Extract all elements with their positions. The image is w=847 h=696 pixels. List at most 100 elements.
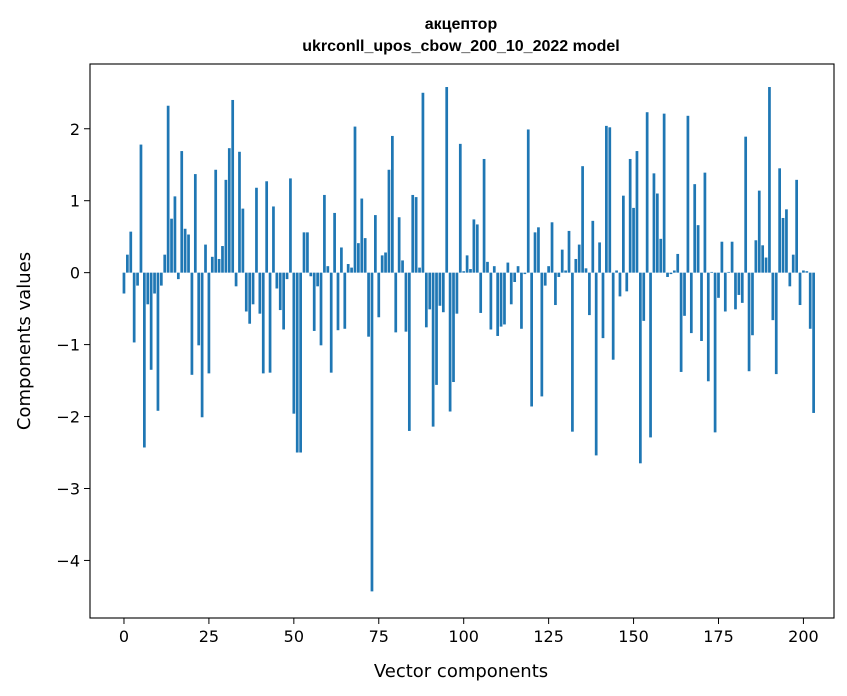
bar xyxy=(431,272,435,427)
bar xyxy=(421,92,425,273)
bar xyxy=(207,272,211,374)
bar xyxy=(163,254,167,273)
bar xyxy=(747,272,751,372)
bar xyxy=(217,258,221,273)
bar xyxy=(424,272,428,328)
bar xyxy=(370,272,374,592)
bar xyxy=(326,266,330,273)
bar xyxy=(577,244,581,273)
bar xyxy=(377,272,381,318)
bar xyxy=(156,272,160,411)
bar xyxy=(149,272,153,370)
bar xyxy=(435,272,438,385)
bar xyxy=(380,255,384,273)
bar xyxy=(608,127,612,273)
bar xyxy=(557,272,561,277)
bar xyxy=(143,272,146,448)
bar xyxy=(795,179,798,273)
y-tick-label: −4 xyxy=(56,551,80,570)
bar xyxy=(639,272,642,464)
bar xyxy=(316,272,319,287)
x-tick-label: 100 xyxy=(448,627,479,646)
bar xyxy=(710,271,714,273)
bar xyxy=(126,254,129,273)
bar xyxy=(204,244,207,273)
bar xyxy=(547,266,550,273)
bar xyxy=(227,148,231,273)
bar xyxy=(802,270,805,273)
bar xyxy=(462,271,466,273)
bar xyxy=(268,272,272,373)
bar xyxy=(251,272,255,305)
bar xyxy=(516,266,520,273)
bar xyxy=(401,260,404,273)
x-tick-label: 125 xyxy=(533,627,564,646)
bar xyxy=(778,168,781,273)
bar xyxy=(530,272,533,407)
bar xyxy=(340,247,343,273)
bar xyxy=(238,151,241,273)
bar xyxy=(632,207,635,273)
bar xyxy=(295,272,299,453)
bar xyxy=(523,272,527,275)
bar xyxy=(785,209,788,273)
bar xyxy=(122,272,126,294)
bar xyxy=(615,270,618,273)
bar xyxy=(357,243,360,273)
bar xyxy=(193,174,197,273)
bar xyxy=(302,232,306,273)
y-axis: −4 −3 −2 −1 0 1 2 xyxy=(56,120,90,570)
bar xyxy=(649,272,652,438)
bar xyxy=(676,253,680,273)
bar xyxy=(241,208,245,273)
bar xyxy=(275,272,279,289)
bar xyxy=(717,272,720,298)
bar xyxy=(720,241,724,273)
bar xyxy=(526,129,530,273)
bar xyxy=(805,271,809,273)
bar xyxy=(700,272,703,341)
bar xyxy=(581,166,584,273)
bar xyxy=(496,272,500,336)
bar xyxy=(407,272,411,431)
bar xyxy=(761,245,765,273)
y-tick-label: −1 xyxy=(56,336,80,355)
bars-group xyxy=(122,87,815,592)
bar xyxy=(703,172,707,273)
x-tick-label: 75 xyxy=(369,627,389,646)
bar xyxy=(374,215,377,273)
bar xyxy=(346,264,350,273)
y-tick-label: 1 xyxy=(70,192,80,211)
bar xyxy=(221,246,224,273)
bar xyxy=(489,272,493,330)
bar xyxy=(730,241,734,273)
bar xyxy=(397,217,401,273)
bar xyxy=(231,99,235,273)
bar xyxy=(363,238,367,273)
bar xyxy=(475,224,479,273)
bar xyxy=(768,87,771,273)
bar xyxy=(560,249,564,273)
bar xyxy=(757,190,761,273)
bar xyxy=(571,272,574,432)
bar xyxy=(132,272,136,343)
bar xyxy=(190,272,194,375)
bar xyxy=(751,272,754,336)
bar xyxy=(666,272,669,277)
x-axis-label: Vector components xyxy=(374,661,548,682)
bar xyxy=(289,178,292,273)
bar xyxy=(404,272,408,332)
bar xyxy=(299,272,302,453)
bar xyxy=(611,272,615,360)
bar xyxy=(574,258,578,273)
bar xyxy=(628,158,632,273)
bar xyxy=(452,272,455,383)
bar xyxy=(292,272,296,414)
bar xyxy=(255,187,258,273)
bar xyxy=(129,231,133,273)
bar xyxy=(170,218,173,273)
bar xyxy=(285,272,289,280)
bar xyxy=(183,228,187,273)
x-tick-label: 50 xyxy=(284,627,304,646)
